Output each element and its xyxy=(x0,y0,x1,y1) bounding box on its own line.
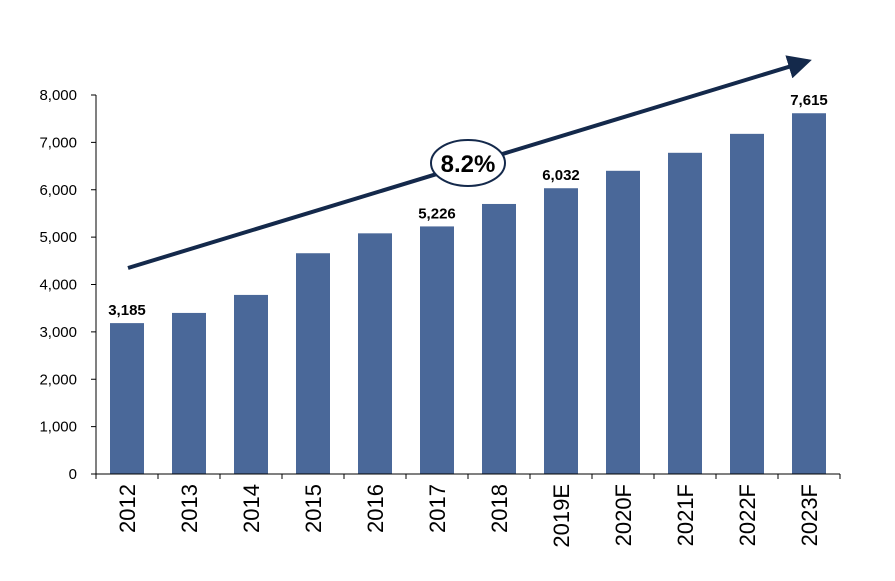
cagr-label: 8.2% xyxy=(441,151,496,178)
data-label-2019e: 6,032 xyxy=(542,167,580,184)
y-tick-label: 6,000 xyxy=(39,182,77,199)
y-axis: 0 1,000 2,000 3,000 4,000 5,000 6,000 7,000 8,00… xyxy=(39,87,97,483)
bar-2018 xyxy=(482,203,516,474)
bar-2023f xyxy=(792,113,826,474)
y-tick-label: 7,000 xyxy=(39,134,77,151)
bar-2020f xyxy=(606,170,640,475)
bar-2013 xyxy=(172,312,206,474)
y-tick-label: 5,000 xyxy=(39,229,77,246)
x-tick-label: 2023F xyxy=(797,484,822,546)
bar-2016 xyxy=(358,233,392,474)
x-axis: 2012 2013 2014 2015 2016 2017 2018 2019E 2020F 20… xyxy=(95,473,841,548)
bar-2014 xyxy=(234,294,268,474)
x-tick-label: 2019E xyxy=(549,484,574,548)
bar-2021f xyxy=(668,152,702,475)
x-tick-label: 2021F xyxy=(673,484,698,546)
bar-2012 xyxy=(110,323,144,474)
trend-annotation: 8.2% xyxy=(127,55,812,270)
data-label-2017: 5,226 xyxy=(418,205,456,222)
data-labels: 3,185 5,226 6,032 7,615 xyxy=(108,92,828,319)
x-tick-label: 2015 xyxy=(301,484,326,533)
bar-2022f xyxy=(730,133,764,474)
bar-2015 xyxy=(296,253,330,474)
bars xyxy=(110,113,826,475)
x-tick-label: 2013 xyxy=(177,484,202,533)
x-tick-label: 2016 xyxy=(363,484,388,533)
bar-2019e xyxy=(544,188,578,474)
y-tick-label: 2,000 xyxy=(39,371,77,388)
x-tick-label: 2012 xyxy=(115,484,140,533)
x-tick-label: 2022F xyxy=(735,484,760,546)
x-tick-label: 2017 xyxy=(425,484,450,533)
bar-2017 xyxy=(420,226,454,474)
y-tick-label: 1,000 xyxy=(39,419,77,436)
cagr-bubble xyxy=(430,139,506,187)
y-tick-label: 0 xyxy=(69,466,77,483)
y-tick-label: 8,000 xyxy=(39,87,77,104)
x-tick-label: 2014 xyxy=(239,484,264,533)
data-label-2012: 3,185 xyxy=(108,302,146,319)
data-label-2023f: 7,615 xyxy=(790,92,828,109)
y-tick-label: 4,000 xyxy=(39,277,77,294)
y-tick-label: 3,000 xyxy=(39,324,77,341)
x-tick-label: 2020F xyxy=(611,484,636,546)
x-tick-label: 2018 xyxy=(487,484,512,533)
